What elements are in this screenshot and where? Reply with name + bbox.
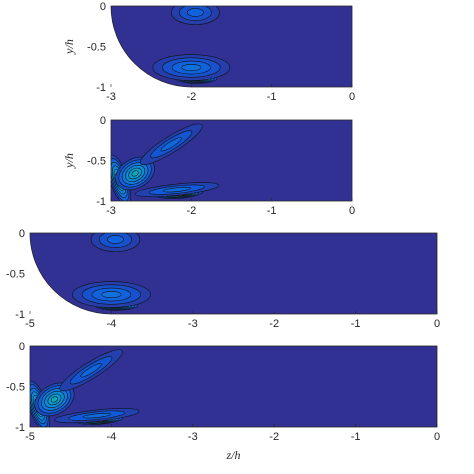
x-tick-label: 0 (434, 431, 440, 443)
contour-panel: -5 -4 -3 -2 -1 0 0 -0.5 -1 (6, 228, 440, 330)
y-tick-label: 0 (19, 228, 25, 240)
x-tick-label: -3 (106, 91, 116, 103)
x-tick-label: -5 (25, 318, 35, 330)
contour-level (107, 235, 124, 244)
field-background (111, 6, 352, 87)
contour-panel: -3 -2 -1 0 0 -0.5 -1 y/h (62, 1, 355, 103)
y-tick-label: 0 (100, 115, 106, 127)
x-tick-label: -1 (267, 205, 277, 217)
field-group (111, 6, 352, 87)
field-group (111, 120, 352, 201)
y-tick-label: -1 (96, 82, 106, 94)
x-tick-label: -3 (188, 431, 198, 443)
contour-level (160, 137, 182, 152)
y-tick-label: -1 (15, 309, 25, 321)
x-tick-label: -4 (107, 318, 117, 330)
contour-panel: -5 -4 -3 -2 -1 0 0 -0.5 -1 z/h (6, 341, 440, 462)
x-tick-label: -1 (267, 91, 277, 103)
contour-level (162, 186, 192, 193)
x-tick-label: -2 (269, 318, 279, 330)
x-tick-label: 0 (349, 205, 355, 217)
contour-panel: -3 -2 -1 0 0 -0.5 -1 y/h (62, 115, 355, 217)
x-tick-label: -2 (186, 205, 196, 217)
x-tick-label: -3 (188, 318, 198, 330)
axes-box (110, 119, 353, 202)
axes-box (29, 345, 438, 428)
contour-level (181, 64, 202, 72)
x-tick-label: -4 (107, 431, 117, 443)
y-tick-label: 0 (19, 341, 25, 353)
contour-level (131, 170, 139, 177)
x-tick-label: -5 (25, 431, 35, 443)
field-group (30, 233, 437, 314)
y-tick-label: -0.5 (87, 156, 106, 168)
x-tick-label: 0 (349, 91, 355, 103)
y-tick-label: -0.5 (6, 382, 25, 394)
contour-level (50, 396, 59, 403)
x-tick-label: 0 (434, 318, 440, 330)
contour-level (82, 412, 112, 419)
x-tick-label: -1 (351, 431, 361, 443)
field-group (30, 346, 437, 427)
y-axis-label: y/h (62, 39, 76, 55)
contour-level (80, 363, 102, 378)
y-tick-label: -0.5 (6, 269, 25, 281)
y-axis-label: y/h (62, 153, 76, 169)
y-tick-label: -1 (15, 422, 25, 434)
x-tick-label: -1 (351, 318, 361, 330)
x-tick-label: -2 (186, 91, 196, 103)
x-tick-label: -3 (106, 205, 116, 217)
y-tick-label: 0 (100, 1, 106, 13)
x-tick-label: -2 (269, 431, 279, 443)
y-tick-label: -1 (96, 196, 106, 208)
x-axis-label: z/h (225, 448, 240, 462)
y-tick-label: -0.5 (87, 42, 106, 54)
contour-level (187, 8, 204, 17)
contour-level (101, 291, 122, 299)
